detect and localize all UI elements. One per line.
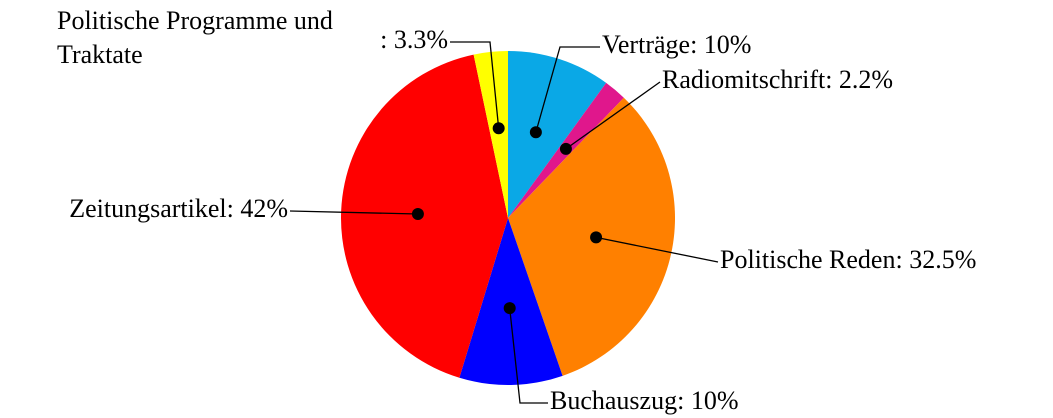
label-dot	[411, 208, 424, 221]
leader-line	[565, 81, 661, 150]
pie-slice	[508, 51, 607, 218]
slice-name: Verträge	[602, 30, 690, 59]
label-dot	[590, 231, 603, 244]
slice-name: Politische Reden	[720, 245, 895, 274]
slice-label: : 3.3%	[380, 25, 448, 54]
leader-line	[509, 308, 548, 404]
label-dot	[529, 126, 542, 139]
slice-label: Politische Reden: 32.5%	[720, 245, 976, 274]
slice-label: Verträge: 10%	[602, 30, 751, 59]
leader-line	[595, 236, 719, 263]
slice-value: : 10%	[677, 386, 738, 415]
slice-value: : 32.5%	[895, 245, 976, 274]
slice-label: Radiomitschrift: 2.2%	[662, 65, 893, 94]
leader-line	[289, 210, 418, 215]
label-dot	[559, 142, 572, 155]
slice-label: Politische Programme und Traktate	[57, 6, 333, 69]
slice-name: Zeitungsartikel	[69, 194, 226, 223]
pie-slice	[473, 51, 508, 218]
pie-slice	[341, 54, 508, 378]
slice-label: Buchauszug: 10%	[550, 386, 738, 415]
label-dot	[503, 302, 516, 315]
slice-value: : 3.3%	[380, 25, 448, 54]
pie-slice	[459, 218, 563, 386]
leader-line	[535, 46, 600, 133]
label-dot	[492, 122, 505, 135]
slice-label: Zeitungsartikel: 42%	[69, 194, 288, 223]
leader-line	[450, 41, 500, 129]
slice-name: Radiomitschrift	[662, 65, 826, 94]
slice-value: : 2.2%	[825, 65, 893, 94]
slice-name: Buchauszug	[550, 386, 677, 415]
slice-value: : 10%	[690, 30, 751, 59]
slice-value: : 42%	[227, 194, 288, 223]
